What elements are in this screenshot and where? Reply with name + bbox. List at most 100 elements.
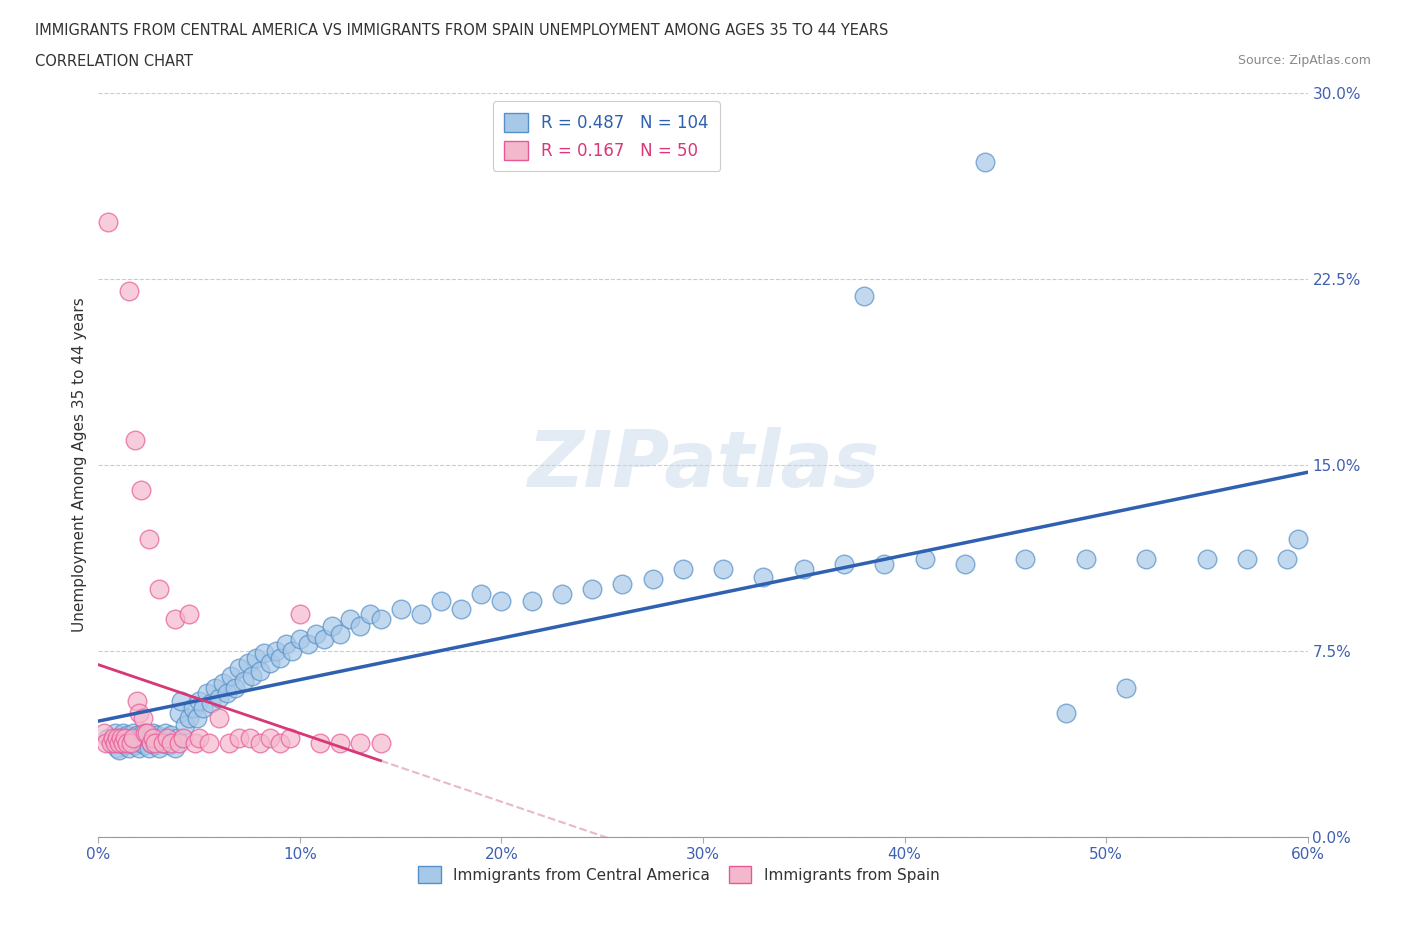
Point xyxy=(281,644,304,658)
Text: ZIPatlas: ZIPatlas xyxy=(527,427,879,503)
Point xyxy=(184,736,207,751)
Point xyxy=(339,611,361,626)
Point xyxy=(349,618,371,633)
Point xyxy=(115,736,138,751)
Point xyxy=(142,725,165,740)
Point xyxy=(218,736,240,751)
Point xyxy=(143,737,166,752)
Point xyxy=(389,602,412,617)
Point xyxy=(430,594,453,609)
Point xyxy=(249,663,271,678)
Point xyxy=(163,740,186,755)
Point xyxy=(1236,551,1258,566)
Point xyxy=(121,725,143,740)
Point xyxy=(195,685,218,700)
Point xyxy=(581,581,603,596)
Point xyxy=(128,730,150,745)
Point xyxy=(264,644,287,658)
Point xyxy=(111,725,134,740)
Point xyxy=(97,730,120,745)
Point xyxy=(245,651,267,666)
Point xyxy=(118,730,141,745)
Text: CORRELATION CHART: CORRELATION CHART xyxy=(35,54,193,69)
Point xyxy=(221,669,243,684)
Point xyxy=(100,736,122,751)
Point xyxy=(409,606,432,621)
Point xyxy=(752,569,775,584)
Point xyxy=(314,631,336,646)
Point xyxy=(118,740,141,755)
Point xyxy=(174,718,197,733)
Point xyxy=(101,736,124,751)
Point xyxy=(711,562,734,577)
Point xyxy=(129,483,152,498)
Point xyxy=(278,730,301,745)
Point xyxy=(135,725,157,740)
Point xyxy=(139,736,162,751)
Point xyxy=(118,284,141,299)
Point xyxy=(138,740,160,755)
Point xyxy=(167,706,190,721)
Point xyxy=(240,669,263,684)
Point xyxy=(974,155,997,170)
Point xyxy=(115,728,138,743)
Point xyxy=(259,656,281,671)
Point xyxy=(193,700,215,715)
Point xyxy=(491,594,513,609)
Point xyxy=(148,740,170,755)
Point xyxy=(370,611,392,626)
Point xyxy=(148,730,170,745)
Point xyxy=(132,711,155,725)
Point xyxy=(450,602,472,617)
Point xyxy=(160,736,183,751)
Text: Source: ZipAtlas.com: Source: ZipAtlas.com xyxy=(1237,54,1371,67)
Point xyxy=(1014,551,1036,566)
Point xyxy=(1115,681,1137,696)
Point xyxy=(139,736,162,751)
Point xyxy=(370,736,392,751)
Point xyxy=(349,736,371,751)
Point xyxy=(138,532,160,547)
Point xyxy=(228,730,250,745)
Point xyxy=(224,681,246,696)
Point xyxy=(612,577,634,591)
Point xyxy=(217,685,239,700)
Point xyxy=(97,215,120,230)
Point xyxy=(152,736,174,751)
Point xyxy=(188,693,211,708)
Point xyxy=(288,631,311,646)
Point xyxy=(208,691,231,706)
Point xyxy=(551,587,574,602)
Point xyxy=(309,736,332,751)
Point xyxy=(321,618,343,633)
Point xyxy=(204,681,226,696)
Point xyxy=(1286,532,1309,547)
Point xyxy=(641,572,664,587)
Point xyxy=(153,725,176,740)
Point xyxy=(121,730,143,745)
Point xyxy=(135,728,157,743)
Point xyxy=(186,711,208,725)
Point xyxy=(269,736,291,751)
Point xyxy=(329,736,352,751)
Point xyxy=(148,581,170,596)
Point xyxy=(470,587,492,602)
Point xyxy=(93,725,115,740)
Point xyxy=(288,606,311,621)
Point xyxy=(143,736,166,751)
Point xyxy=(128,740,150,755)
Point xyxy=(120,736,142,751)
Point xyxy=(179,606,201,621)
Point xyxy=(128,706,150,721)
Point xyxy=(125,728,148,743)
Point xyxy=(160,728,183,743)
Point xyxy=(152,736,174,751)
Point xyxy=(105,740,128,755)
Point xyxy=(1135,551,1157,566)
Point xyxy=(96,736,118,751)
Point xyxy=(297,636,319,651)
Legend: Immigrants from Central America, Immigrants from Spain: Immigrants from Central America, Immigra… xyxy=(412,860,946,889)
Point xyxy=(181,700,204,715)
Text: IMMIGRANTS FROM CENTRAL AMERICA VS IMMIGRANTS FROM SPAIN UNEMPLOYMENT AMONG AGES: IMMIGRANTS FROM CENTRAL AMERICA VS IMMIG… xyxy=(35,23,889,38)
Point xyxy=(914,551,936,566)
